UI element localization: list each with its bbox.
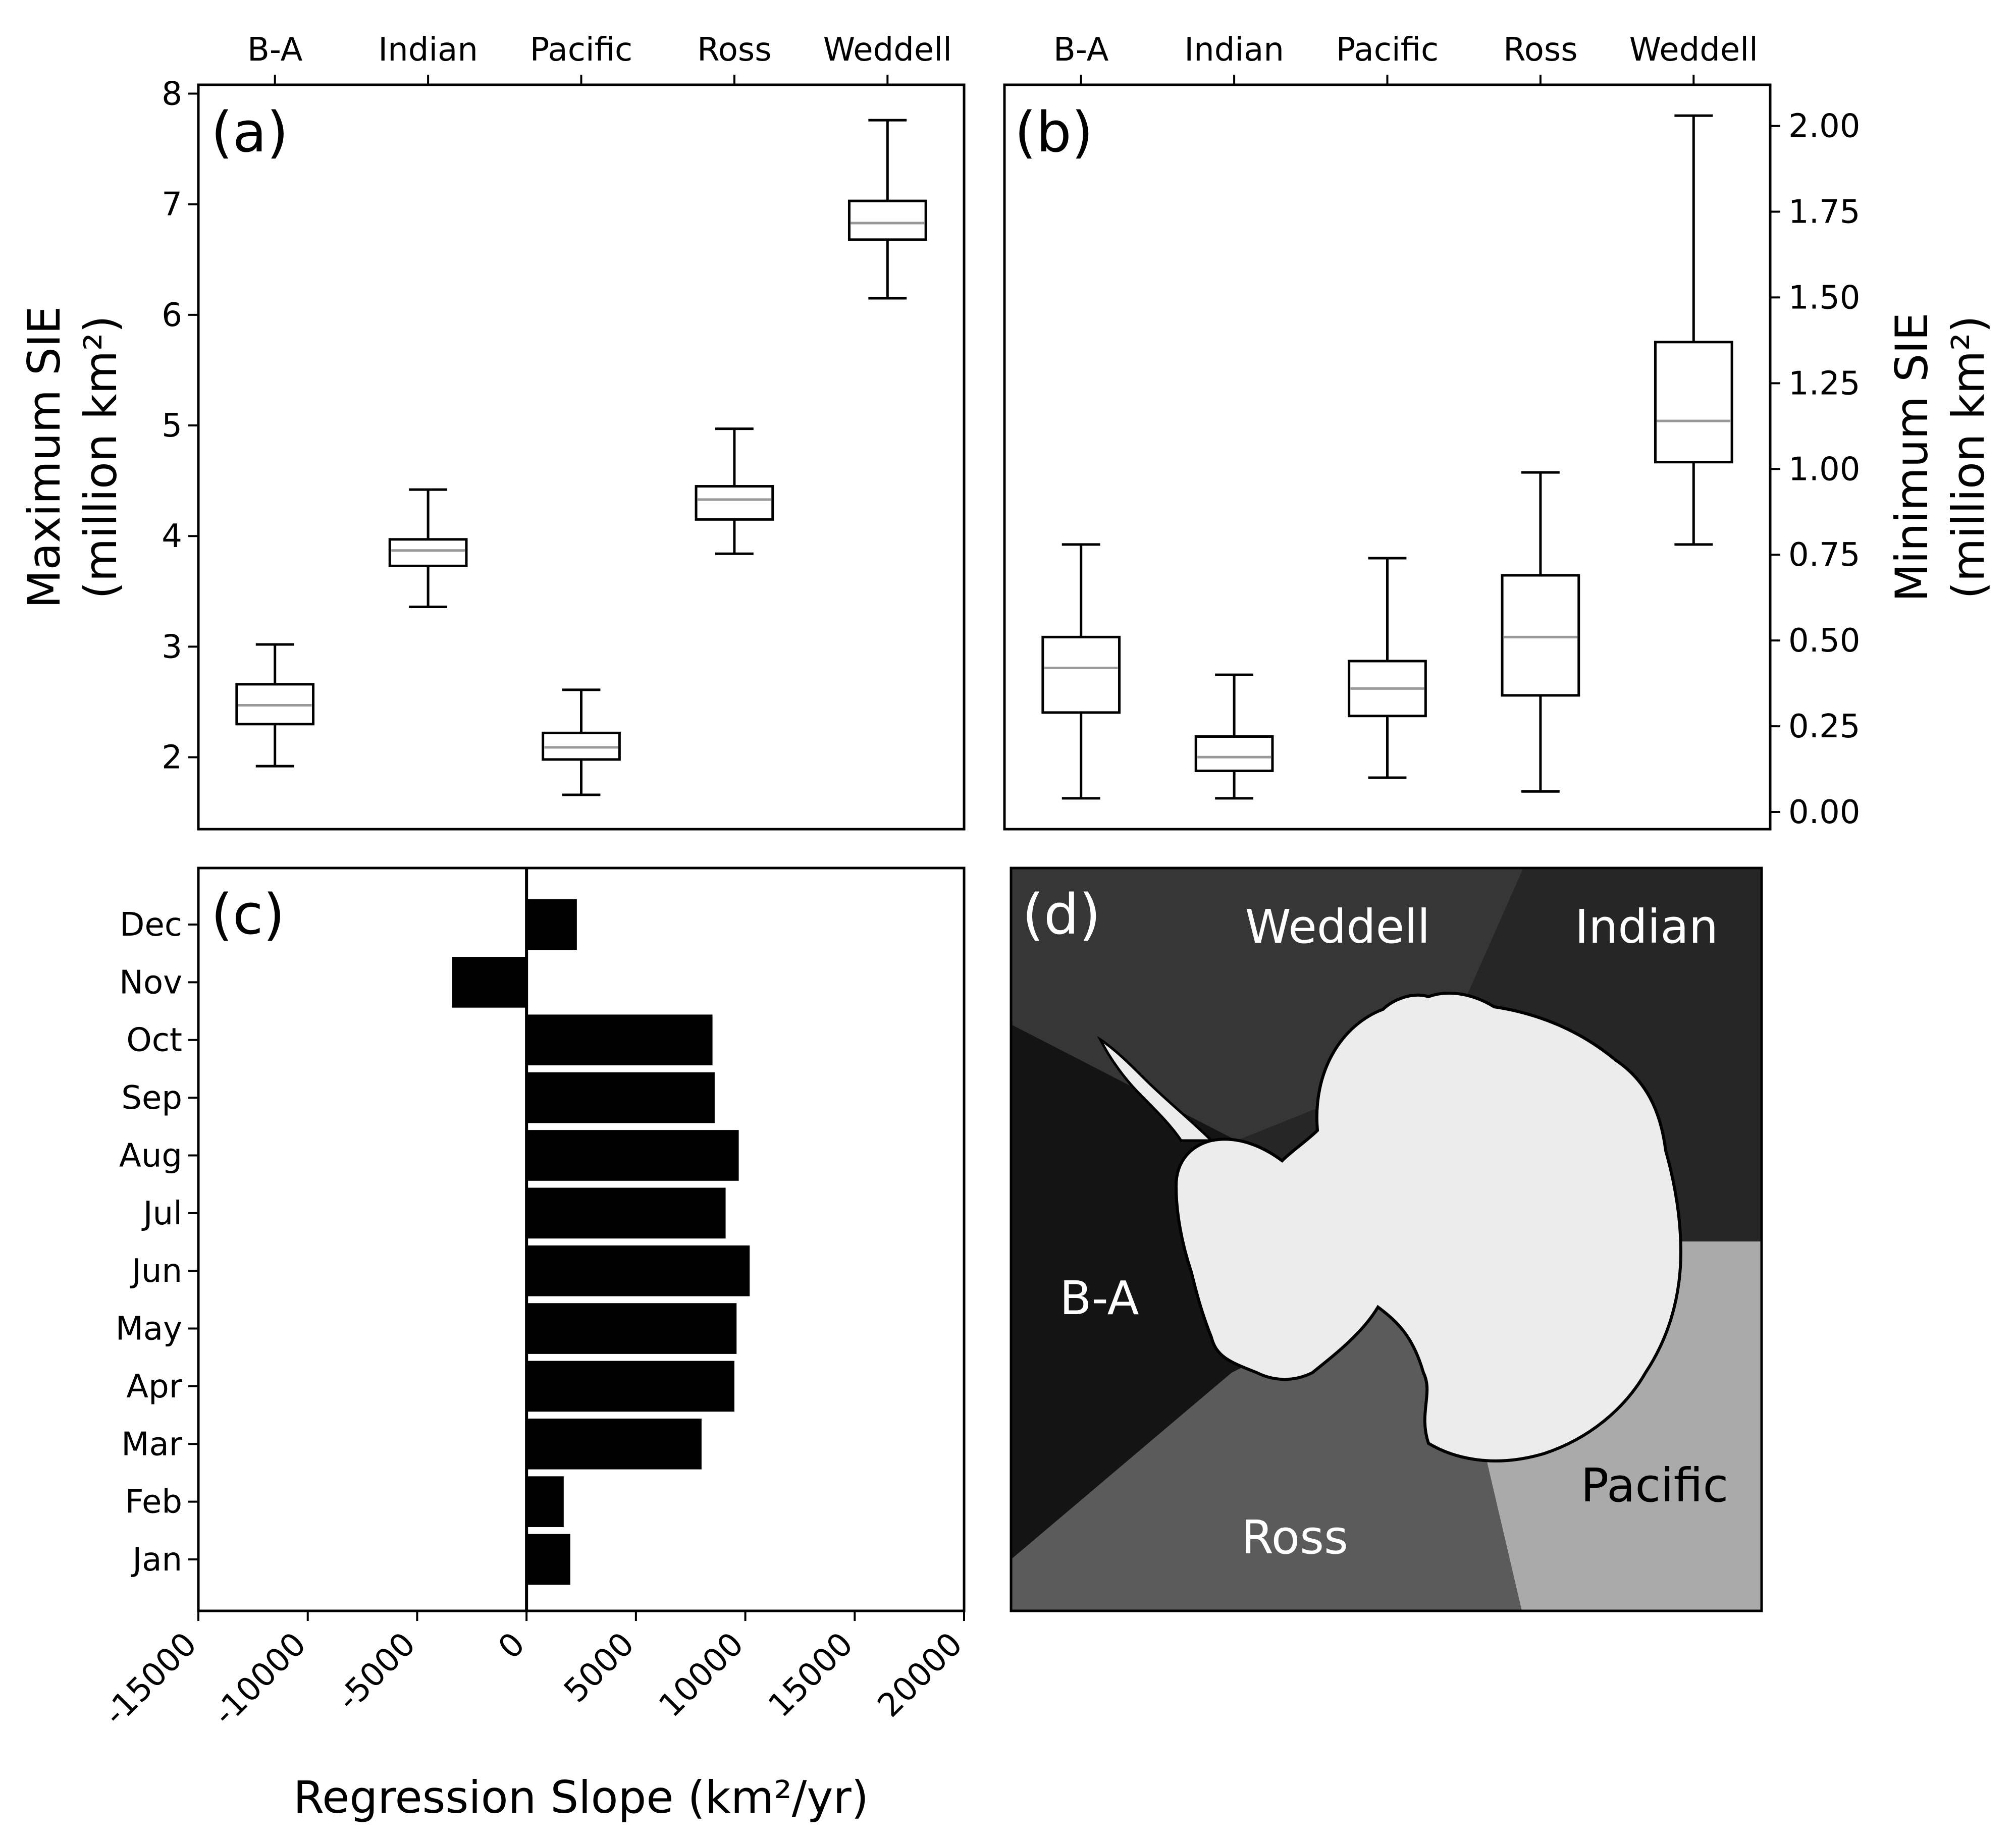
y-tick-label: 1.50: [1788, 279, 1861, 316]
y-tick-label: 2: [162, 739, 182, 777]
x-tick-label: 20000: [871, 1626, 970, 1724]
category-label: Pacific: [530, 31, 632, 69]
bar: [526, 1534, 570, 1585]
box: [695, 485, 774, 521]
bar: [526, 1072, 715, 1123]
y-tick-label: 7: [162, 186, 182, 224]
panel-a-marks: 2 3 4 5 6 7 8 B-A Indian Pacific Ross Weddell: [162, 31, 952, 796]
box: [847, 199, 927, 241]
box: [1501, 574, 1580, 697]
y-tick-label: 2.00: [1788, 108, 1861, 145]
y-tick-label: 1.75: [1788, 193, 1861, 231]
panel-a-ylabel-line2: (million km²): [75, 315, 127, 599]
month-label: Mar: [121, 1426, 182, 1463]
bar: [526, 1476, 564, 1527]
bar: [526, 1418, 702, 1470]
category-label: Indian: [378, 31, 478, 69]
bar: [452, 957, 527, 1008]
panel-c-bar-chart: Jan Feb Mar Apr May Jun Jul Aug Sep Oct Nov Dec -150…: [97, 867, 970, 1823]
panel-d-frame: [1010, 867, 1763, 1612]
bar: [526, 899, 577, 950]
x-tick-label: 5000: [557, 1626, 642, 1710]
y-tick-label: 1.00: [1788, 451, 1861, 488]
month-label: Dec: [120, 906, 182, 944]
panel-b-marks: 0.00 0.25 0.50 0.75 1.00 1.25 1.50 1.75 2.00 B-A I…: [1041, 31, 1861, 831]
map-label-weddell: Weddell: [1245, 900, 1430, 954]
category-label: Weddell: [823, 31, 952, 69]
x-tick-label: 15000: [761, 1626, 860, 1724]
panel-a-ylabel-line1: Maximum SIE: [18, 306, 70, 609]
month-label: Apr: [126, 1368, 182, 1405]
ross-sector: [1011, 1292, 1522, 1611]
box: [1041, 635, 1121, 714]
panel-b-ylabel-line1: Minimum SIE: [1886, 312, 1938, 602]
panel-a-box-plot: 2 3 4 5 6 7 8 B-A Indian Pacific Ross Weddell (a) M…: [18, 31, 966, 831]
panel-c-label: (c): [211, 882, 285, 947]
map-label-ba: B-A: [1059, 1271, 1139, 1325]
bar: [526, 1361, 734, 1412]
map-label-indian: Indian: [1575, 900, 1718, 954]
box: [235, 683, 315, 726]
x-tick-label: 10000: [652, 1626, 751, 1724]
y-tick-label: 0.50: [1788, 622, 1861, 660]
box: [542, 731, 621, 761]
x-tick-label: -5000: [330, 1626, 423, 1718]
category-label: B-A: [247, 31, 303, 69]
bar: [526, 1303, 737, 1354]
y-tick-label: 3: [162, 628, 182, 666]
y-tick-label: 4: [162, 518, 182, 555]
panel-d-label: (d): [1022, 882, 1101, 947]
month-label: Jan: [130, 1541, 182, 1579]
y-tick-label: 1.25: [1788, 365, 1861, 402]
y-tick-label: 0.00: [1788, 794, 1861, 831]
antarctic-peninsula: [1097, 1036, 1215, 1142]
y-tick-label: 5: [162, 407, 182, 445]
box: [1194, 735, 1274, 772]
map-label-pacific: Pacific: [1581, 1458, 1728, 1512]
month-label: Sep: [121, 1079, 182, 1117]
box: [1654, 341, 1733, 464]
y-tick-label: 6: [162, 297, 182, 334]
panel-d-region-map: (d) Weddell Indian B-A Ross Pacific: [1010, 867, 1763, 1612]
bar: [526, 1130, 739, 1181]
bar: [526, 1245, 750, 1296]
month-label: Oct: [126, 1022, 182, 1059]
box: [1348, 660, 1427, 718]
x-tick-label: -10000: [206, 1626, 313, 1733]
panel-b-label: (b): [1015, 100, 1093, 165]
month-label: Jun: [130, 1253, 182, 1290]
panel-c-marks: Jan Feb Mar Apr May Jun Jul Aug Sep Oct Nov Dec -150…: [97, 868, 970, 1733]
category-label: B-A: [1053, 31, 1109, 69]
month-label: Nov: [119, 964, 182, 1001]
antarctica-landmass: [1174, 991, 1683, 1463]
category-label: Ross: [697, 31, 771, 69]
month-label: Aug: [119, 1137, 182, 1174]
category-label: Pacific: [1336, 31, 1439, 69]
bar: [526, 1187, 726, 1239]
bar: [526, 1014, 713, 1066]
box: [388, 538, 468, 567]
category-label: Ross: [1503, 31, 1577, 69]
map-label-ross: Ross: [1241, 1510, 1348, 1564]
y-tick-label: 0.75: [1788, 536, 1861, 574]
month-label: Feb: [125, 1484, 182, 1521]
month-label: May: [116, 1311, 182, 1348]
y-tick-label: 0.25: [1788, 708, 1861, 745]
panel-b-ylabel-line2: (million km²): [1942, 315, 1994, 599]
month-label: Jul: [141, 1195, 182, 1232]
y-tick-label: 8: [162, 76, 182, 113]
x-tick-label: 0: [491, 1626, 532, 1666]
panel-a-label: (a): [211, 100, 288, 165]
x-tick-label: -15000: [97, 1626, 204, 1733]
panel-b-box-plot: 0.00 0.25 0.50 0.75 1.00 1.25 1.50 1.75 2.00 B-A I…: [1003, 31, 1994, 831]
category-label: Weddell: [1629, 31, 1758, 69]
panel-c-axes-frame: [197, 867, 966, 1612]
category-label: Indian: [1184, 31, 1284, 69]
panel-c-xlabel: Regression Slope (km²/yr): [293, 1771, 869, 1823]
